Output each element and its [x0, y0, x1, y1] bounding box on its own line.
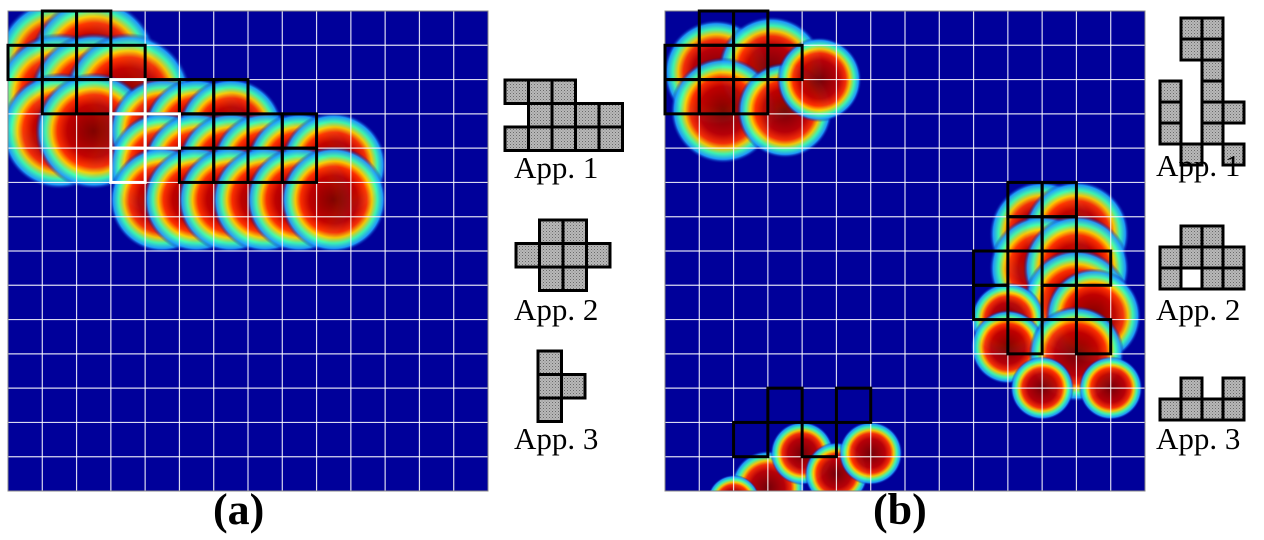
- appliance-cell: [514, 242, 541, 269]
- appliance-cell: [1200, 245, 1225, 270]
- appliance-1-shape: [503, 78, 624, 152]
- placed-cell: [800, 420, 838, 459]
- appliance-1-shape: [1158, 16, 1246, 167]
- panel-b-app2-caption: App. 2: [1156, 292, 1241, 327]
- panel-b-label: (b): [873, 485, 927, 534]
- appliance-cell: [597, 125, 624, 152]
- board-border: [664, 10, 1146, 492]
- appliance-cell: [1179, 376, 1204, 401]
- appliance-cell: [536, 396, 563, 423]
- appliance-cell: [550, 102, 577, 129]
- appliance-cell: [1200, 16, 1225, 41]
- appliance-cell: [527, 102, 554, 129]
- appliance-cell: [597, 102, 624, 129]
- appliance-cell: [550, 125, 577, 152]
- appliance-cell: [1158, 245, 1183, 270]
- appliance-cell: [550, 78, 577, 105]
- placed-cell: [766, 386, 804, 424]
- appliance-cell: [574, 102, 601, 129]
- placed-cell: [732, 420, 770, 459]
- appliance-cell: [1200, 397, 1225, 422]
- panel-a-app2-caption: App. 2: [514, 292, 599, 327]
- placed-cell: [766, 43, 804, 82]
- heat-blob: [280, 146, 387, 253]
- placed-cell: [1074, 318, 1113, 356]
- appliance-cell: [1158, 121, 1183, 146]
- appliance-cell: [1200, 266, 1225, 291]
- appliance-cell: [1221, 142, 1246, 167]
- appliance-cell: [585, 242, 612, 269]
- appliance-cell: [538, 265, 565, 292]
- appliance-cell: [527, 125, 554, 152]
- placed-cell: [280, 146, 319, 184]
- appliance-3-shape: [1158, 376, 1246, 422]
- appliance-cell: [561, 218, 588, 245]
- appliance-cell: [1179, 397, 1204, 422]
- appliance-cell: [503, 125, 530, 152]
- appliance-cell: [1200, 121, 1225, 146]
- board-border: [7, 10, 489, 492]
- appliance-cell: [538, 242, 565, 269]
- appliance-cell: [1200, 79, 1225, 104]
- appliance-cell: [1179, 142, 1204, 167]
- appliance-3-shape: [536, 349, 587, 423]
- panel-b-app1-caption: App. 1: [1156, 148, 1241, 183]
- placed-cell: [834, 386, 873, 424]
- appliance-cell: [1179, 37, 1204, 62]
- appliance-cell: [1200, 224, 1225, 249]
- appliance-cell: [1158, 397, 1183, 422]
- appliance-cell: [1200, 100, 1225, 125]
- highlight-cell: [109, 146, 147, 184]
- appliance-cell: [1158, 79, 1183, 104]
- placed-cell: [732, 78, 770, 116]
- appliance-cell: [1179, 245, 1204, 270]
- appliance-2-shape: [514, 218, 612, 292]
- appliance-cell: [527, 78, 554, 105]
- appliance-cell: [1221, 245, 1246, 270]
- appliance-cell: [1200, 37, 1225, 62]
- appliance-cell: [1221, 397, 1246, 422]
- panel-a-app3-caption: App. 3: [514, 421, 599, 456]
- appliance-cell: [503, 78, 530, 105]
- panel-a-app1-caption: App. 1: [514, 150, 599, 185]
- panel-b-heatmap: [663, 9, 1146, 492]
- heat-layer: [8, 11, 387, 253]
- appliance-cell: [1221, 100, 1246, 125]
- appliance-cell: [536, 373, 563, 400]
- appliance-cell: [1158, 266, 1183, 291]
- appliance-cell: [538, 218, 565, 245]
- appliance-cell: [560, 373, 587, 400]
- appliance-cell: [561, 265, 588, 292]
- appliance-cell: [1179, 16, 1204, 41]
- appliance-cell: [1200, 58, 1225, 83]
- appliance-cell: [1221, 376, 1246, 401]
- appliance-2-shape: [1158, 224, 1246, 291]
- appliance-shapes: [503, 16, 1246, 423]
- appliance-cell: [536, 349, 563, 376]
- appliance-cell: [1221, 266, 1246, 291]
- panel-b-app3-caption: App. 3: [1156, 421, 1241, 456]
- panel-a-heatmap: [6, 9, 489, 492]
- appliance-hollow-cell: [1179, 266, 1204, 291]
- appliance-cell: [1158, 100, 1183, 125]
- placed-cell: [1040, 283, 1078, 322]
- placed-cell: [1006, 318, 1044, 356]
- highlight-cell: [143, 112, 181, 150]
- appliance-cell: [561, 242, 588, 269]
- appliance-cell: [1179, 224, 1204, 249]
- panel-a-label: (a): [213, 485, 265, 534]
- placed-cell: [1074, 249, 1113, 287]
- appliance-cell: [574, 125, 601, 152]
- placed-cell: [972, 283, 1010, 322]
